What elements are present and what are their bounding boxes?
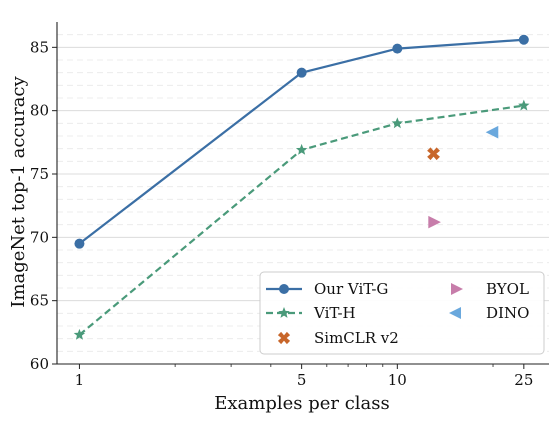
legend-item-byol: BYOL xyxy=(451,280,529,298)
series-simclr-v2 xyxy=(427,147,440,161)
legend: Our ViT-G ViT-H SimCLR v2 BYOL DINO xyxy=(259,271,545,355)
y-tick-label: 75 xyxy=(30,165,49,183)
data-point-vit-h xyxy=(295,143,308,155)
data-point-vit-h xyxy=(391,117,404,129)
data-point-simclr-v2 xyxy=(427,147,440,161)
legend-marker xyxy=(279,284,289,294)
series-line-vit-h xyxy=(78,104,524,336)
y-tick-label: 80 xyxy=(30,102,49,120)
series-vit-h xyxy=(73,99,530,340)
legend-marker xyxy=(451,283,463,295)
legend-marker xyxy=(278,307,290,318)
series-line-our-vit-g xyxy=(78,38,524,245)
data-point-our-vit-g xyxy=(518,34,529,45)
data-point-byol xyxy=(428,215,441,229)
data-point-vit-h xyxy=(73,328,86,340)
series-dino xyxy=(485,125,499,139)
y-tick-label: 60 xyxy=(30,355,49,373)
legend-box xyxy=(259,271,545,355)
x-axis-label: Examples per class xyxy=(214,393,390,414)
data-point-our-vit-g xyxy=(392,43,403,54)
x-tick-label: 5 xyxy=(297,371,307,389)
data-point-dino xyxy=(485,125,499,139)
legend-marker xyxy=(449,307,461,319)
legend-item-our-vit-g: Our ViT-G xyxy=(266,280,388,298)
legend-label: DINO xyxy=(486,304,529,322)
legend-label: ViT-H xyxy=(313,304,356,322)
legend-label: SimCLR v2 xyxy=(314,329,399,347)
legend-item-vit-h: ViT-H xyxy=(266,304,356,322)
axes xyxy=(56,22,549,365)
data-point-our-vit-g xyxy=(296,67,307,78)
series-our-vit-g xyxy=(74,34,529,249)
legend-item-simclr-v2: SimCLR v2 xyxy=(277,329,399,347)
grid xyxy=(57,34,549,352)
data-point-vit-h xyxy=(518,99,530,111)
plot-area xyxy=(73,34,530,340)
x-tick-label: 1 xyxy=(75,371,85,389)
legend-marker xyxy=(277,331,291,345)
y-tick-label: 70 xyxy=(30,228,49,246)
x-tick-label: 25 xyxy=(514,371,533,389)
legend-label: Our ViT-G xyxy=(314,280,388,298)
tick-labels: 60 65 70 75 80 85 1 5 10 25 xyxy=(30,38,533,389)
x-tick-label: 10 xyxy=(388,371,407,389)
y-tick-label: 65 xyxy=(30,292,49,310)
y-axis-label: ImageNet top-1 accuracy xyxy=(8,75,29,307)
legend-item-dino: DINO xyxy=(449,304,529,322)
legend-label: BYOL xyxy=(486,280,529,298)
data-point-our-vit-g xyxy=(74,238,85,249)
y-tick-label: 85 xyxy=(30,38,49,56)
series-byol xyxy=(428,215,441,229)
